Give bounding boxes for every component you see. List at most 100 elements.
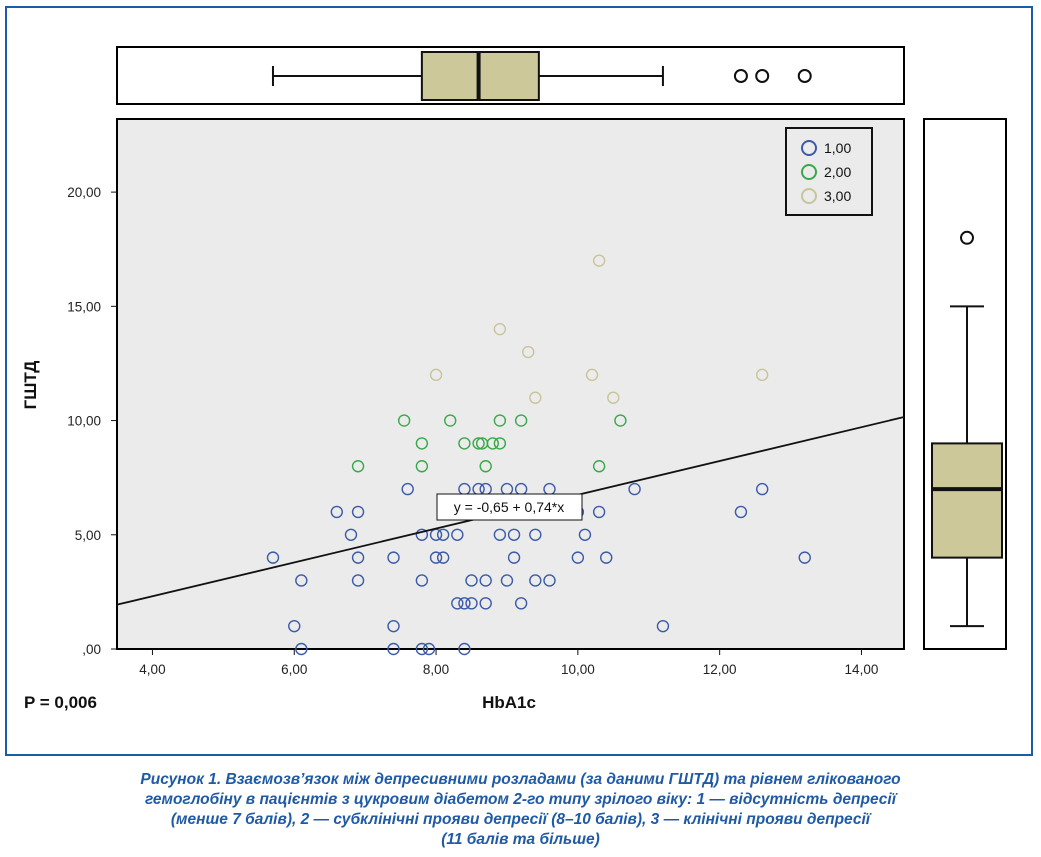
outlier-point <box>797 69 812 83</box>
data-point <box>344 528 358 541</box>
equation-box <box>436 493 583 521</box>
data-point <box>529 528 542 541</box>
data-point <box>585 368 599 382</box>
x-tick-label: 14,00 <box>845 662 879 677</box>
data-point <box>415 574 429 587</box>
data-point <box>465 597 478 610</box>
legend-box <box>785 127 873 216</box>
data-point <box>798 551 811 564</box>
data-point <box>436 528 450 541</box>
data-point <box>479 597 492 610</box>
legend-label: 3,00 <box>824 188 851 204</box>
series-1 <box>266 482 811 656</box>
x-tick-label: 12,00 <box>703 662 737 677</box>
data-point <box>351 574 365 587</box>
data-point <box>493 437 507 450</box>
box-iqr <box>931 442 1003 559</box>
data-point <box>755 482 769 496</box>
data-point <box>351 460 365 473</box>
data-point <box>387 551 400 564</box>
data-point <box>614 414 627 427</box>
y-axis-title: ГШТД <box>21 361 40 410</box>
data-point <box>295 574 308 587</box>
p-value-label: P = 0,006 <box>24 693 97 712</box>
data-point <box>415 437 429 450</box>
data-point <box>465 574 478 587</box>
x-tick-label: 10,00 <box>561 662 595 677</box>
y-tick-label: 5,00 <box>75 528 101 543</box>
data-point <box>493 528 507 541</box>
right-boxplot-gshtd <box>923 118 1007 650</box>
x-tick-label: 4,00 <box>139 662 165 677</box>
data-point <box>415 460 429 473</box>
data-point <box>479 460 492 473</box>
equation-text: y = -0,65 + 0,74*x <box>454 499 565 515</box>
data-point <box>578 528 592 541</box>
series-2 <box>351 414 627 473</box>
caption-line: Рисунок 1. Взаємозв’язок між депресивним… <box>140 771 901 788</box>
data-point <box>295 642 308 656</box>
legend-label: 1,00 <box>824 140 851 156</box>
outlier-point <box>755 69 770 83</box>
data-point <box>401 482 414 496</box>
legend-marker <box>801 140 817 156</box>
data-point <box>458 642 471 656</box>
data-point <box>522 345 535 359</box>
figure-canvas: y = -0,65 + 0,74*x 1,00 2,00 3,00 4,00 6,00 8… <box>21 46 1007 712</box>
outlier-point <box>960 230 974 245</box>
caption-line: (менше 7 балів), 2 — субклінічні прояви … <box>170 811 871 828</box>
data-point <box>479 574 492 587</box>
data-point <box>458 597 471 610</box>
data-point <box>451 597 464 610</box>
data-point <box>444 414 457 427</box>
data-point <box>451 528 464 541</box>
data-point <box>415 528 429 541</box>
data-point <box>500 574 514 587</box>
data-point <box>436 551 450 564</box>
data-point <box>592 505 606 519</box>
data-point <box>507 551 521 564</box>
x-axis-title: HbA1c <box>482 693 536 712</box>
y-axis: ,00 5,00 10,00 15,00 20,00 <box>67 185 117 657</box>
y-tick-label: 20,00 <box>67 185 101 200</box>
data-point <box>486 437 499 450</box>
data-point <box>397 414 411 427</box>
data-point <box>429 551 443 564</box>
data-point <box>628 482 641 496</box>
data-point <box>330 505 343 519</box>
caption-line: (11 балів та більше) <box>441 831 600 848</box>
data-point <box>600 551 613 564</box>
data-point <box>351 505 365 519</box>
data-point <box>514 414 528 427</box>
y-tick-label: 10,00 <box>67 414 101 429</box>
legend-label: 2,00 <box>824 164 851 180</box>
data-point <box>734 505 748 519</box>
legend-marker <box>801 188 817 204</box>
right-panel-frame <box>923 118 1007 650</box>
legend: 1,00 2,00 3,00 <box>785 127 873 216</box>
data-point <box>514 597 528 610</box>
data-point <box>656 619 670 633</box>
x-axis: 4,00 6,00 8,00 10,00 12,00 14,00 <box>139 649 878 677</box>
data-point <box>755 368 769 382</box>
data-point <box>472 437 485 450</box>
data-point <box>592 254 606 267</box>
data-point <box>529 574 542 587</box>
data-point <box>288 619 301 633</box>
data-point <box>458 437 471 450</box>
data-point <box>415 642 429 656</box>
data-point <box>507 528 521 541</box>
data-point <box>529 391 542 404</box>
data-point <box>493 414 507 427</box>
data-point <box>387 642 400 656</box>
plot-background <box>116 118 905 650</box>
series-3 <box>429 254 769 404</box>
data-point <box>429 368 443 382</box>
data-point <box>607 391 620 404</box>
top-boxplot-hba1c <box>116 46 905 105</box>
data-point <box>592 460 606 473</box>
data-point <box>493 322 507 336</box>
outlier-point <box>733 69 748 83</box>
y-tick-label: 15,00 <box>67 299 101 314</box>
equation-label: y = -0,65 + 0,74*x <box>436 493 583 521</box>
